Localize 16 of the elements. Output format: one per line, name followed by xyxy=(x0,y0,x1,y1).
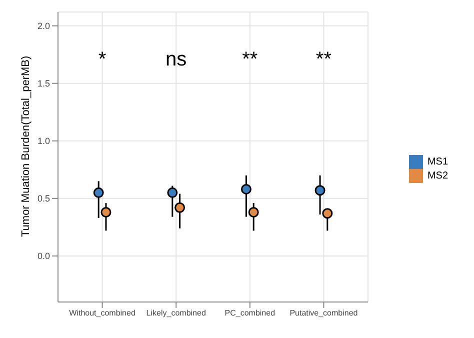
x-tick-label: PC_combined xyxy=(224,308,276,318)
annotation: * xyxy=(98,48,106,70)
x-tick-label: Without_combined xyxy=(69,308,136,318)
y-tick-label: 0.0 xyxy=(37,251,50,262)
y-tick-label: 1.5 xyxy=(37,78,50,89)
y-tick-label: 0.5 xyxy=(37,194,50,204)
y-tick-label: 2.0 xyxy=(37,21,50,32)
y-tick-label: 1.0 xyxy=(37,136,50,146)
annotation: ** xyxy=(316,48,332,70)
x-tick-label: Putative_combined xyxy=(290,308,358,318)
legend-label: MS1 xyxy=(427,156,448,168)
annotation: ** xyxy=(242,48,258,70)
legend-label: MS2 xyxy=(427,170,448,182)
annotation: ns xyxy=(166,48,187,70)
y-axis-title: Tumor Muation Burden(Total_perMB) xyxy=(20,56,32,237)
x-tick-label: Likely_combined xyxy=(146,308,206,318)
